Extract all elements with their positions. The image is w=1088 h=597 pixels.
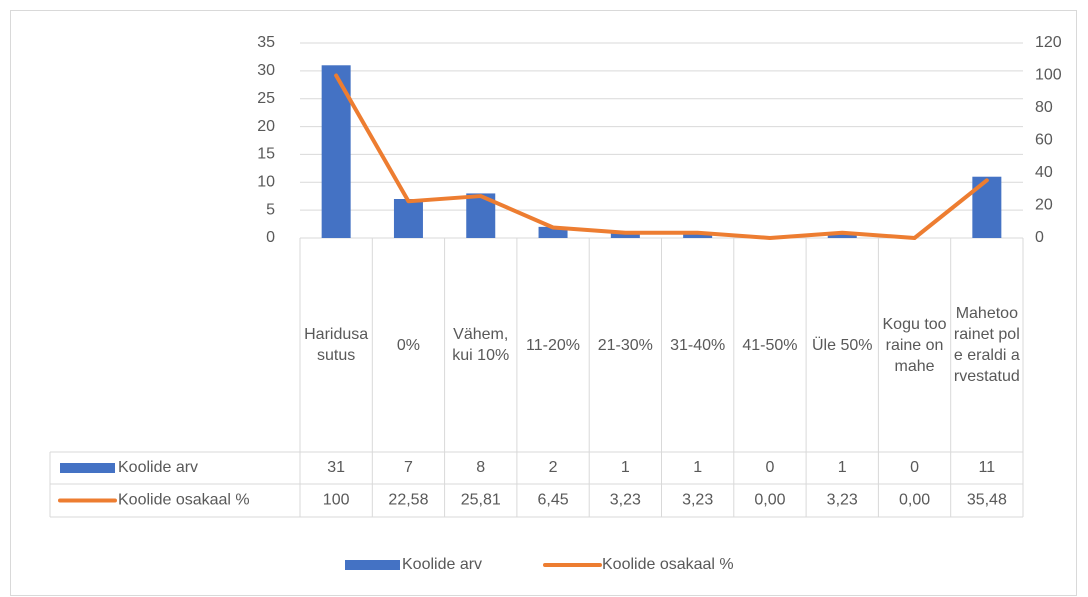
- table-cell: 25,81: [461, 492, 501, 509]
- y-tick-label: 0: [266, 229, 275, 246]
- table-cell: 100: [323, 492, 350, 509]
- table-cell: 35,48: [967, 492, 1007, 509]
- table-cell: 31: [327, 459, 345, 476]
- y-tick-label: 15: [257, 146, 275, 163]
- table-cell: 1: [693, 459, 702, 476]
- chart-border: [10, 10, 1077, 596]
- x-tick-label: 21-30%: [597, 336, 653, 354]
- table-cell: 1: [621, 459, 630, 476]
- table-row-header: Koolide arv: [118, 459, 198, 476]
- table-cell: 0: [765, 459, 774, 476]
- x-tick-label: Haridusasutus: [304, 326, 369, 364]
- line: [334, 73, 989, 240]
- table-cell: 3,23: [682, 492, 713, 509]
- table-cell: 0: [910, 459, 919, 476]
- table-cell: 22,58: [388, 492, 428, 509]
- y2-tick-label: 40: [1035, 164, 1053, 181]
- legend-key: [345, 560, 400, 570]
- table-cell: 3,23: [827, 492, 858, 509]
- bar: [538, 226, 568, 238]
- table-cell: 6,45: [537, 492, 568, 509]
- x-tick-label: 11-20%: [526, 336, 581, 354]
- table-cell: 1: [838, 459, 847, 476]
- bar: [393, 199, 423, 238]
- y2-tick-label: 20: [1035, 197, 1053, 214]
- y2-tick-label: 60: [1035, 132, 1053, 149]
- x-tick-label: 41-50%: [742, 336, 798, 354]
- y-tick-label: 35: [257, 34, 275, 51]
- table-row-header: Koolide osakaal %: [118, 492, 250, 509]
- x-tick-label: 0%: [396, 336, 420, 354]
- legend-label: Koolide osakaal %: [602, 556, 734, 573]
- x-tick-label: Üle 50%: [812, 336, 873, 354]
- y2-tick-label: 0: [1035, 229, 1044, 246]
- table-cell: 7: [404, 459, 413, 476]
- table-cell: 2: [549, 459, 558, 476]
- table-cell: 11: [979, 459, 996, 476]
- legend-label: Koolide arv: [402, 556, 482, 573]
- x-tick-label: Mahetoorainet pole eraldi arvestatud: [953, 305, 1020, 385]
- y-tick-label: 30: [257, 62, 275, 79]
- bar: [827, 232, 857, 238]
- y2-tick-label: 80: [1035, 99, 1053, 116]
- table-cell: 0,00: [899, 492, 930, 509]
- x-tick-label: 31-40%: [670, 336, 726, 354]
- table-cell: 0,00: [754, 492, 785, 509]
- x-tick-label: Kogu tooraine on mahe: [882, 315, 947, 375]
- bar: [610, 232, 640, 238]
- y-tick-label: 5: [266, 201, 275, 218]
- table-cell: 8: [476, 459, 485, 476]
- y-tick-label: 20: [257, 118, 275, 135]
- table-legend-key: [60, 463, 115, 473]
- y2-tick-label: 120: [1035, 34, 1062, 51]
- bar: [683, 232, 713, 238]
- table-cell: 3,23: [610, 492, 641, 509]
- y-tick-label: 10: [257, 174, 275, 191]
- y2-tick-label: 100: [1035, 67, 1062, 84]
- x-tick-label: Vähem, kui 10%: [452, 326, 510, 364]
- y-tick-label: 25: [257, 90, 275, 107]
